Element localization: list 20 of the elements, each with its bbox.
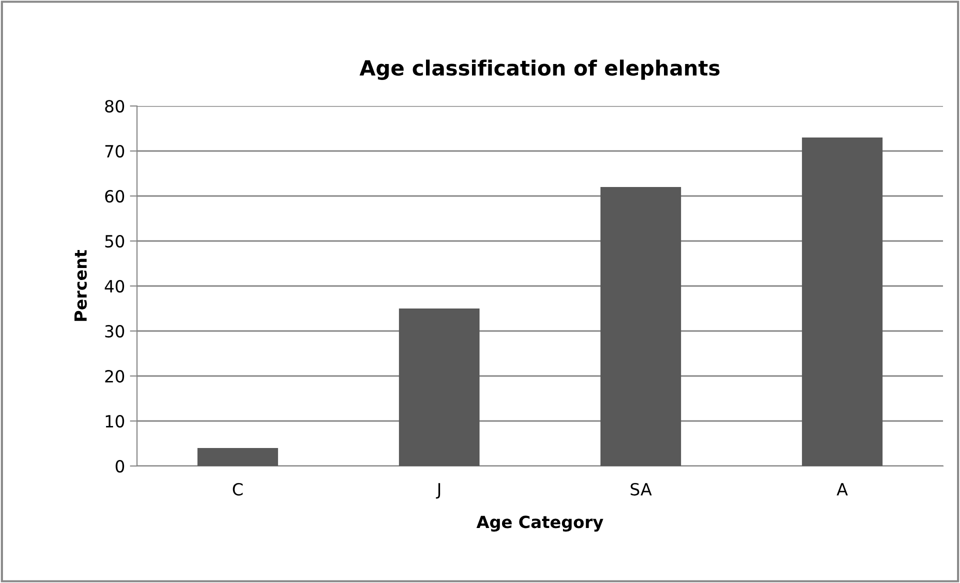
y-tick-label: 40 <box>104 280 124 293</box>
y-tick-label: 70 <box>105 144 124 158</box>
y-tick-label: 20 <box>105 370 124 383</box>
y-tick-label: 80 <box>105 100 124 113</box>
y-tick-label: 0 <box>116 460 124 473</box>
x-tick-label: A <box>836 483 848 496</box>
bar <box>398 308 480 466</box>
y-tick-label: 60 <box>105 190 124 203</box>
y-tick-label: 30 <box>105 324 124 338</box>
y-tick-label: 10 <box>106 414 124 428</box>
chart-title: Age classification of elephants <box>360 60 720 80</box>
x-tick-label: C <box>232 482 243 496</box>
x-tick-label: SA <box>630 482 652 496</box>
x-axis-title: Age Category <box>476 516 604 532</box>
bar <box>600 187 682 466</box>
x-tick-label: J <box>436 483 440 499</box>
y-tick-label: 50 <box>105 234 124 248</box>
bar <box>802 138 883 466</box>
y-axis-title: Percent <box>74 250 87 321</box>
bar <box>197 448 278 466</box>
